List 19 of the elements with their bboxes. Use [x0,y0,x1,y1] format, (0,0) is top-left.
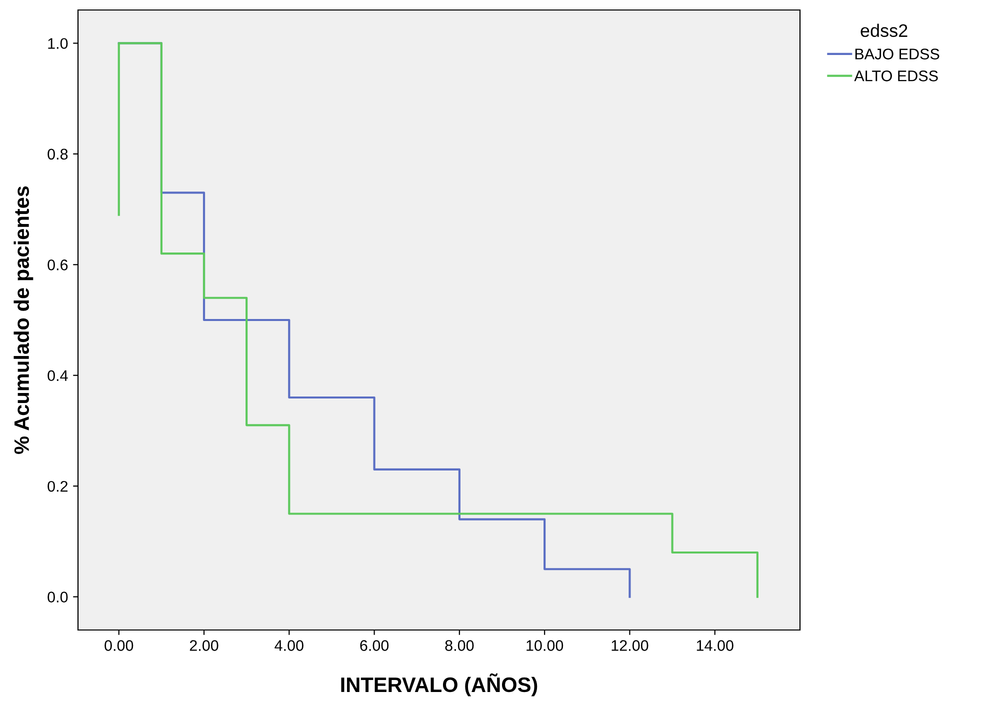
y-tick-label: 1.0 [48,38,68,49]
x-tick-label: 12.00 [612,640,648,651]
y-tick-label: 0.0 [48,592,68,602]
y-tick-label: 0.6 [48,260,68,270]
y-tick-label: 0.2 [48,480,68,492]
x-axis-title: INTERVALO (AÑOS) [341,673,538,696]
legend-label: ALTO EDSS [854,70,938,82]
y-tick-label: 0.8 [48,148,68,160]
x-tick-label: 8.00 [445,640,474,651]
x-tick-label: 6.00 [360,640,389,651]
x-tick-label: 2.00 [190,640,218,651]
y-tick-label: 0.4 [48,370,68,382]
x-tick-label: 10.00 [526,640,564,651]
legend-title: edss2 [860,24,908,38]
legend-label: BAJO EDSS [855,48,940,60]
y-axis-title: % Acumulado de pacientes [14,186,34,454]
x-tick-label: 0.00 [104,640,134,651]
x-tick-label: 14.00 [696,640,734,651]
x-tick-label: 4.00 [274,640,304,651]
